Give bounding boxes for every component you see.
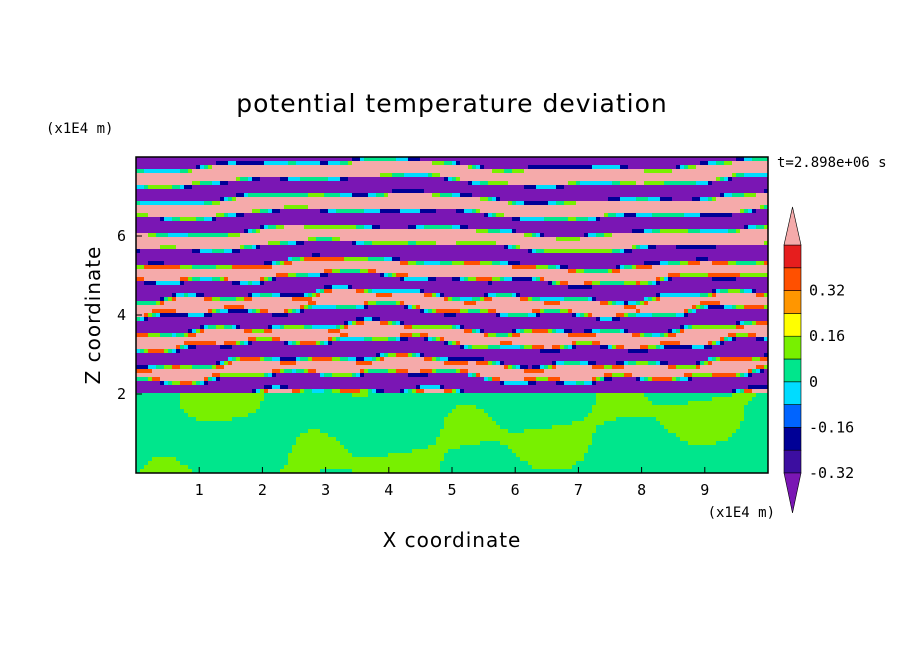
colorbar: 0.32 0.16 0 -0.16 -0.32 [783, 206, 854, 514]
y-tick-label: 6 [117, 227, 126, 245]
colorbar-band [783, 290, 802, 314]
x-axis-label: X coordinate [383, 528, 522, 552]
colorbar-band [783, 335, 802, 360]
y-axis-ticks: 2 4 6 [117, 227, 142, 403]
colorbar-band [783, 244, 802, 269]
colorbar-extend-high [783, 206, 802, 246]
y-tick-label: 4 [117, 306, 126, 324]
colorbar-band [783, 267, 802, 291]
x-tick-label: 9 [700, 481, 709, 499]
x-tick-label: 6 [511, 481, 520, 499]
colorbar-label: 0 [809, 373, 818, 391]
colorbar-band [783, 404, 802, 428]
y-axis-label: Z coordinate [81, 246, 105, 385]
colorbar-band [783, 427, 802, 451]
colorbar-extend-low [783, 472, 802, 514]
x-tick-label: 5 [447, 481, 456, 499]
x-tick-label: 1 [195, 481, 204, 499]
colorbar-label: 0.32 [809, 282, 845, 300]
colorbar-band [783, 381, 802, 405]
x-axis-ticks: 1 2 3 4 5 6 7 8 9 [195, 467, 709, 499]
colorbar-band [783, 358, 802, 383]
colorbar-label: -0.16 [809, 418, 854, 436]
y-tick-label: 2 [117, 385, 126, 403]
x-tick-label: 4 [384, 481, 393, 499]
colorbar-label: 0.16 [809, 327, 845, 345]
time-label: t=2.898e+06 s [777, 155, 887, 171]
y-unit-label: (x1E4 m) [46, 121, 113, 137]
x-tick-label: 3 [321, 481, 330, 499]
colorbar-label: -0.32 [809, 464, 854, 482]
chart-title: potential temperature deviation [236, 89, 667, 118]
x-unit-label: (x1E4 m) [708, 505, 775, 521]
x-tick-label: 7 [574, 481, 583, 499]
x-tick-label: 8 [637, 481, 646, 499]
contour-field [136, 157, 769, 474]
colorbar-band [783, 449, 802, 474]
colorbar-band [783, 313, 802, 337]
x-tick-label: 2 [258, 481, 267, 499]
